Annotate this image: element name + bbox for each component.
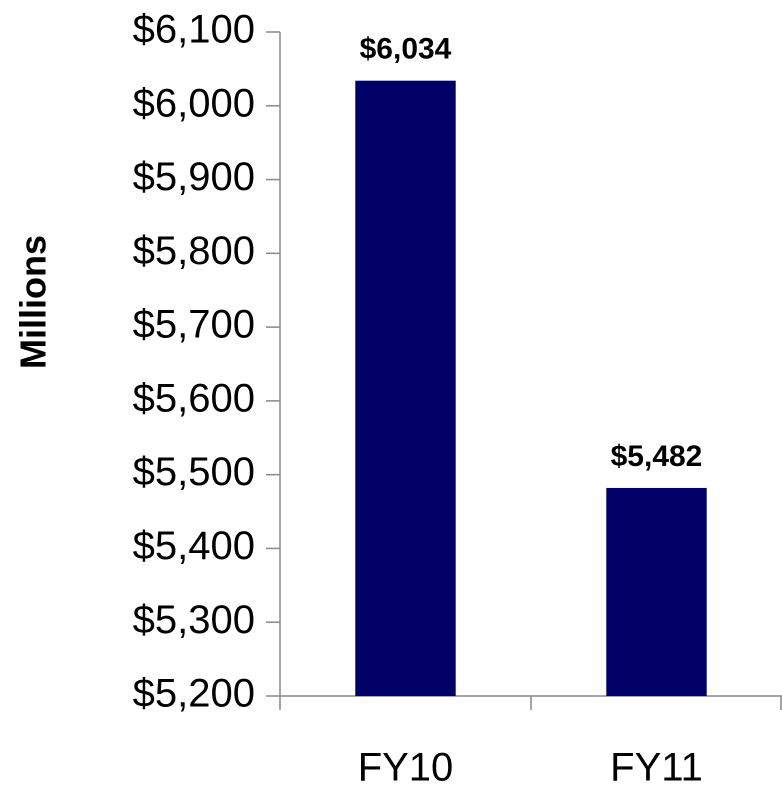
- y-tick-label: $5,400: [133, 524, 255, 568]
- y-tick-label: $5,300: [133, 598, 255, 642]
- y-tick-label: $5,900: [133, 155, 255, 199]
- bar: [355, 80, 456, 696]
- x-tick-label: FY10: [358, 746, 454, 786]
- data-label: $6,034: [360, 33, 452, 66]
- y-tick-label: $5,200: [133, 672, 255, 716]
- data-label: $5,482: [611, 440, 703, 473]
- y-tick-label: $5,700: [133, 303, 255, 347]
- x-tick-label: FY11: [610, 746, 703, 786]
- y-tick-label: $6,000: [133, 81, 255, 125]
- y-tick-label: $5,500: [133, 450, 255, 494]
- y-tick-label: $5,800: [133, 229, 255, 273]
- y-tick-label: $5,600: [133, 376, 255, 420]
- y-axis-label: Millions: [13, 235, 54, 369]
- y-tick-label: $6,100: [133, 8, 255, 52]
- bar: [606, 487, 707, 696]
